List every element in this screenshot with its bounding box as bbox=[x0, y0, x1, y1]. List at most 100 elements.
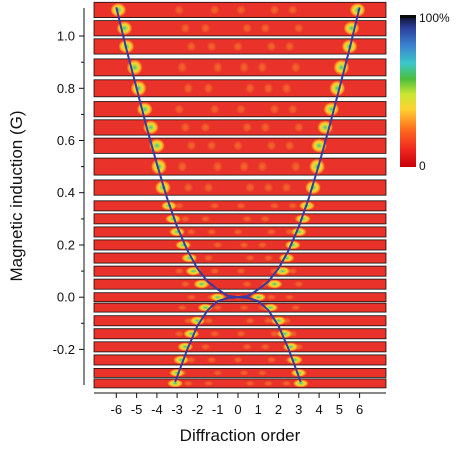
x-tick-label: -1 bbox=[212, 402, 224, 417]
x-tick-label: -3 bbox=[171, 402, 183, 417]
strip-speckle bbox=[266, 356, 277, 364]
diffraction-peak bbox=[266, 279, 283, 289]
strip-speckle bbox=[183, 82, 194, 95]
diffraction-peak bbox=[167, 379, 184, 388]
x-tick-marks: -6 -5 -4 -3 -2 -1 0 1 2 3 4 5 6 bbox=[111, 393, 363, 417]
strip-speckle bbox=[203, 317, 214, 325]
colorbar-min-label: 0 bbox=[419, 159, 426, 173]
strip-speckle bbox=[200, 23, 211, 34]
diffraction-peak bbox=[343, 21, 360, 36]
strip-speckle bbox=[183, 182, 194, 193]
strip-speckle bbox=[186, 294, 197, 301]
strip-speckle bbox=[177, 61, 188, 74]
diffraction-strip bbox=[93, 378, 387, 389]
diffraction-peak bbox=[294, 214, 311, 224]
strip-speckle bbox=[266, 140, 277, 151]
x-tick-label: -4 bbox=[151, 402, 163, 417]
diffraction-peak bbox=[323, 102, 340, 117]
strip-speckle bbox=[281, 182, 292, 193]
strip-speckle bbox=[236, 4, 246, 16]
diffraction-strip bbox=[93, 119, 387, 136]
strip-speckle bbox=[236, 330, 246, 338]
strip-speckle bbox=[287, 4, 298, 16]
strip-background bbox=[93, 341, 387, 353]
diffraction-strip bbox=[93, 179, 387, 196]
strip-speckle bbox=[236, 104, 246, 115]
strip-background bbox=[93, 315, 387, 327]
diffraction-peak bbox=[136, 102, 153, 117]
strip-speckle bbox=[186, 228, 197, 236]
strip-background bbox=[93, 278, 387, 290]
diffraction-strip bbox=[93, 157, 387, 176]
y-axis: 1.0 0.8 0.6 0.4 0.2 0.0 -0.2 bbox=[53, 8, 85, 385]
strip-speckle bbox=[180, 215, 191, 223]
strip-speckle bbox=[266, 41, 277, 52]
diffraction-peak bbox=[282, 342, 299, 352]
y-tick-label: 0.8 bbox=[57, 81, 75, 96]
strip-speckle bbox=[290, 160, 301, 173]
strip-background bbox=[93, 119, 387, 136]
diffraction-peak bbox=[169, 368, 186, 377]
strip-speckle bbox=[183, 380, 194, 387]
diffraction-strip bbox=[93, 1, 387, 19]
strip-speckle bbox=[284, 294, 295, 301]
colorbar-top-cap bbox=[400, 15, 416, 18]
strip-speckle bbox=[257, 369, 268, 376]
strip-speckle bbox=[293, 23, 304, 34]
strip-speckle bbox=[239, 241, 250, 249]
diffraction-strip bbox=[93, 354, 387, 366]
strip-speckle bbox=[186, 356, 197, 364]
x-tick-label: 2 bbox=[275, 402, 282, 417]
strip-background bbox=[93, 79, 387, 98]
strip-speckle bbox=[263, 380, 274, 387]
diffraction-peak bbox=[309, 158, 326, 175]
diffraction-peak bbox=[116, 21, 133, 36]
x-axis: -6 -5 -4 -3 -2 -1 0 1 2 3 4 5 6 bbox=[94, 392, 386, 417]
theory-curve bbox=[174, 296, 302, 383]
strip-speckle bbox=[269, 202, 280, 210]
y-tick-label: -0.2 bbox=[53, 342, 75, 357]
strip-speckle bbox=[293, 280, 304, 288]
strip-speckle bbox=[281, 380, 292, 387]
strip-background bbox=[93, 179, 387, 196]
diffraction-peak bbox=[183, 329, 200, 339]
diffraction-peak bbox=[150, 158, 167, 175]
strip-speckle bbox=[209, 330, 220, 338]
strip-speckle bbox=[266, 294, 277, 301]
strip-speckle bbox=[260, 343, 271, 351]
x-tick-label: 6 bbox=[356, 402, 363, 417]
y-tick-marks: 1.0 0.8 0.6 0.4 0.2 0.0 -0.2 bbox=[53, 29, 84, 357]
strip-speckle bbox=[180, 23, 191, 34]
strip-background bbox=[93, 20, 387, 37]
strip-speckle bbox=[206, 356, 217, 364]
diffraction-strips bbox=[93, 1, 387, 389]
strip-speckle bbox=[203, 82, 214, 95]
strip-speckle bbox=[233, 41, 243, 52]
diffraction-strip bbox=[93, 265, 387, 277]
strip-speckle bbox=[212, 369, 223, 376]
strip-speckle bbox=[206, 228, 217, 236]
colorbar-gradient bbox=[400, 15, 416, 167]
strip-speckle bbox=[203, 254, 214, 262]
strip-speckle bbox=[260, 215, 271, 223]
strip-speckle bbox=[239, 61, 250, 74]
strip-speckle bbox=[186, 41, 197, 52]
diffraction-strip bbox=[93, 239, 387, 251]
strip-speckle bbox=[239, 160, 250, 173]
diffraction-peak bbox=[284, 240, 301, 250]
strip-speckle bbox=[263, 317, 274, 325]
strip-speckle bbox=[245, 317, 256, 325]
strip-speckle bbox=[290, 61, 301, 74]
strip-speckle bbox=[260, 23, 271, 34]
diffraction-strip bbox=[93, 101, 387, 118]
diffraction-peak bbox=[193, 279, 210, 289]
diffraction-strip bbox=[93, 328, 387, 340]
x-tick-label: 4 bbox=[315, 402, 322, 417]
strip-speckle bbox=[236, 202, 246, 210]
strip-speckle bbox=[287, 267, 298, 275]
strip-speckle bbox=[203, 380, 214, 387]
strip-speckle bbox=[212, 304, 223, 311]
strip-speckle bbox=[260, 122, 271, 133]
strip-background bbox=[93, 378, 387, 389]
